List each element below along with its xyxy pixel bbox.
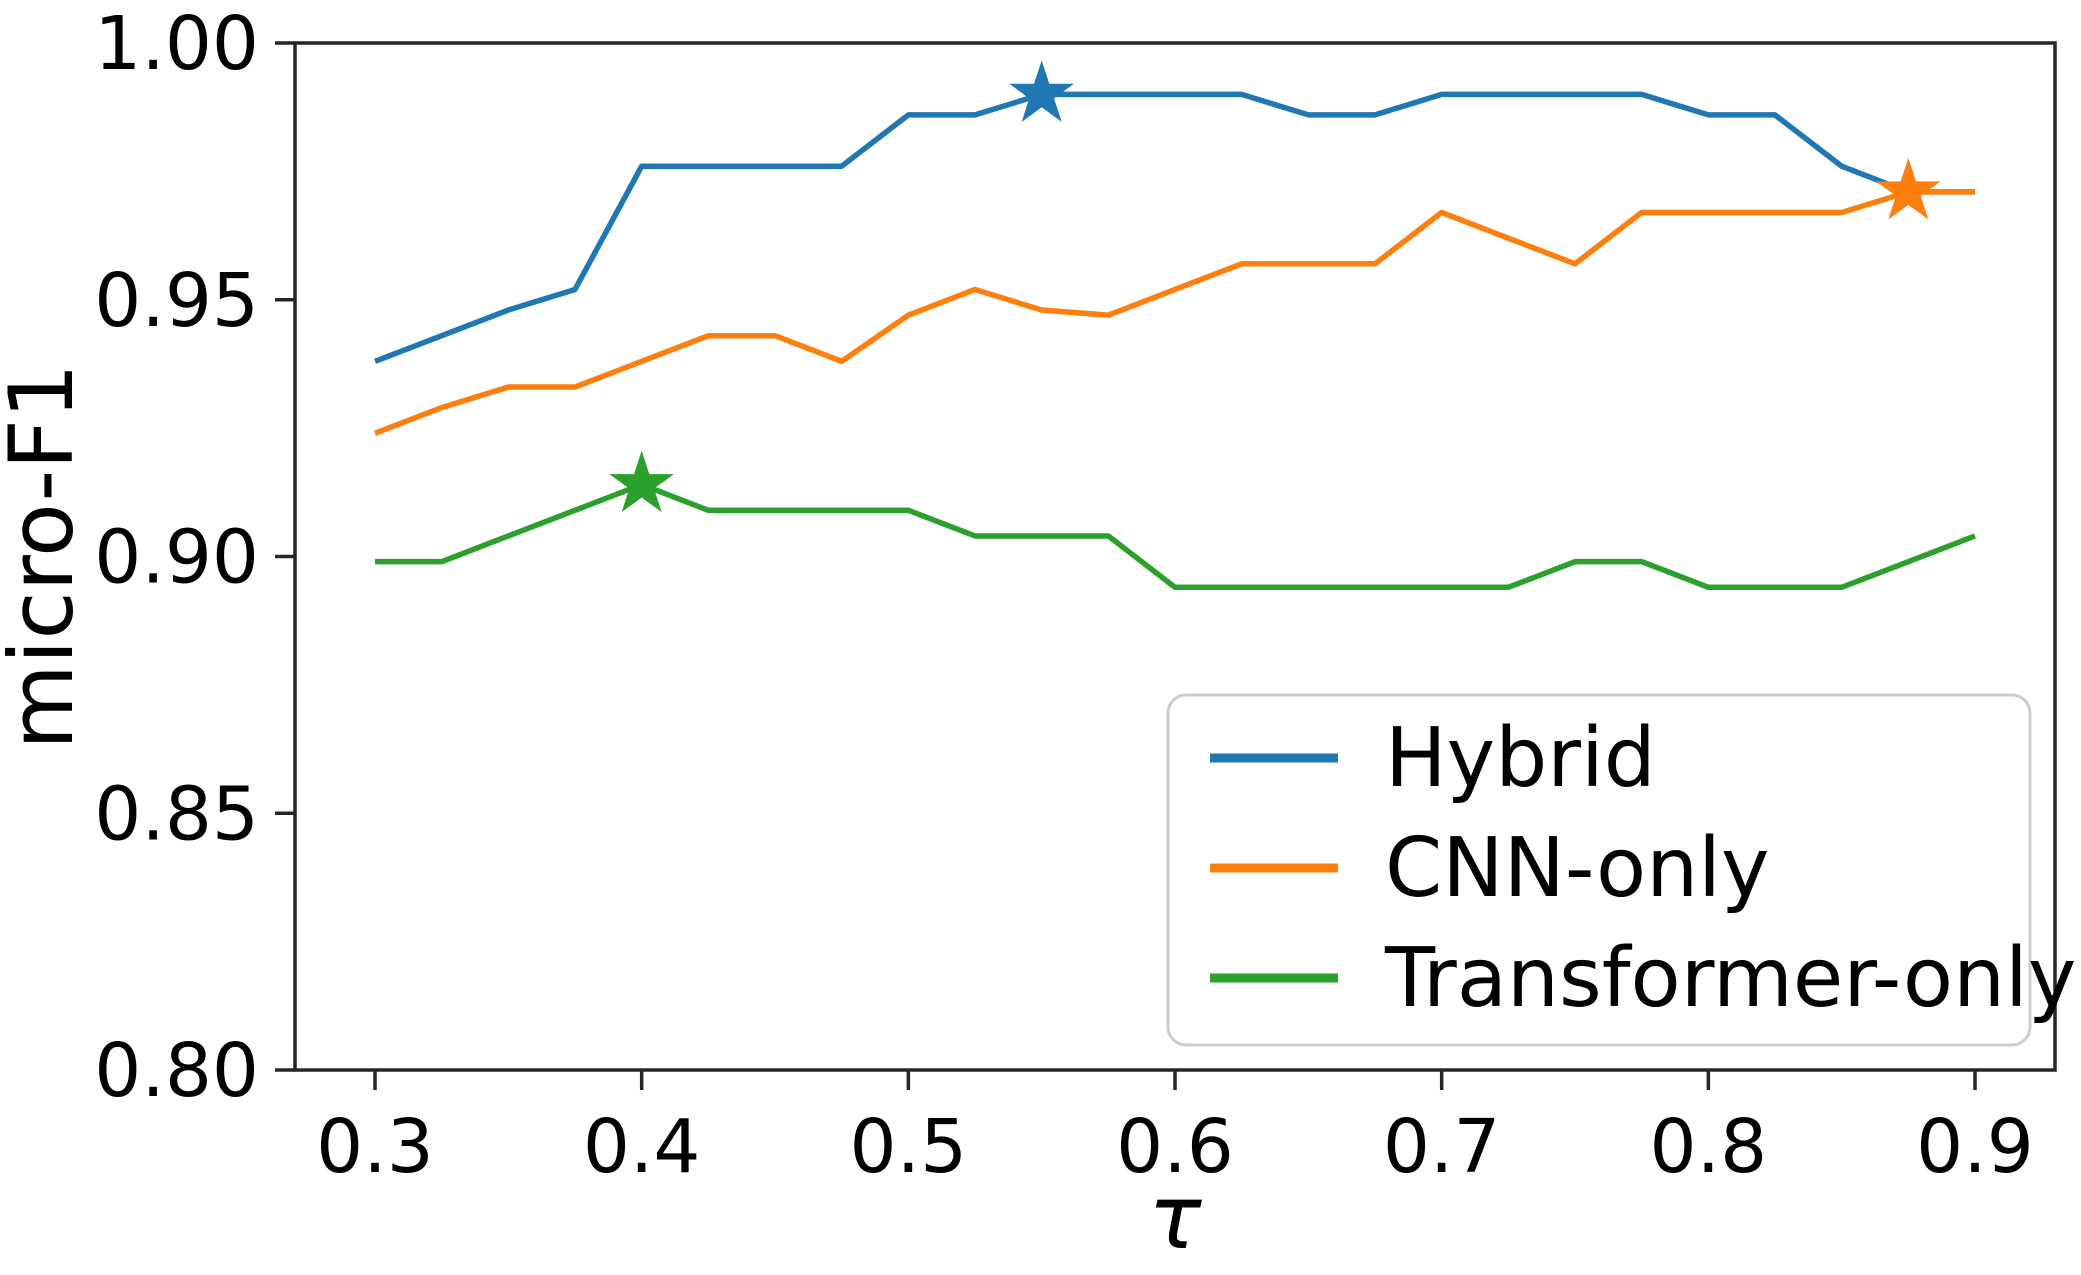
legend-label-cnn-only: CNN-only xyxy=(1385,821,1770,916)
y-tick-label: 0.95 xyxy=(94,258,259,344)
best-point-star-transformer-only xyxy=(609,450,674,513)
y-axis-label: micro-F1 xyxy=(0,363,93,750)
x-tick-label: 0.5 xyxy=(849,1104,967,1190)
y-tick-label: 0.90 xyxy=(94,515,259,601)
x-tick-label: 0.7 xyxy=(1383,1104,1501,1190)
legend-box xyxy=(1166,693,2032,1047)
x-tick-label: 0.3 xyxy=(316,1104,434,1190)
y-tick-label: 1.00 xyxy=(94,1,259,87)
x-tick-label: 0.6 xyxy=(1116,1104,1234,1190)
x-axis-label: τ xyxy=(1149,1166,1203,1269)
series-line-hybrid xyxy=(374,91,1975,364)
legend-label-hybrid: Hybrid xyxy=(1385,711,1656,806)
y-tick-label: 0.85 xyxy=(94,771,259,857)
best-point-star-hybrid xyxy=(1009,60,1074,122)
series-line-cnn-only xyxy=(374,189,1975,436)
y-tick-label: 0.80 xyxy=(94,1028,259,1114)
legend-label-transformer-only: Transformer-only xyxy=(1384,931,2076,1026)
series-line-transformer-only xyxy=(375,481,1976,591)
best-point-star-cnn-only xyxy=(1876,157,1941,220)
x-tick-label: 0.8 xyxy=(1649,1104,1767,1190)
x-tick-label: 0.4 xyxy=(583,1104,701,1190)
x-tick-label: 0.9 xyxy=(1916,1104,2034,1190)
